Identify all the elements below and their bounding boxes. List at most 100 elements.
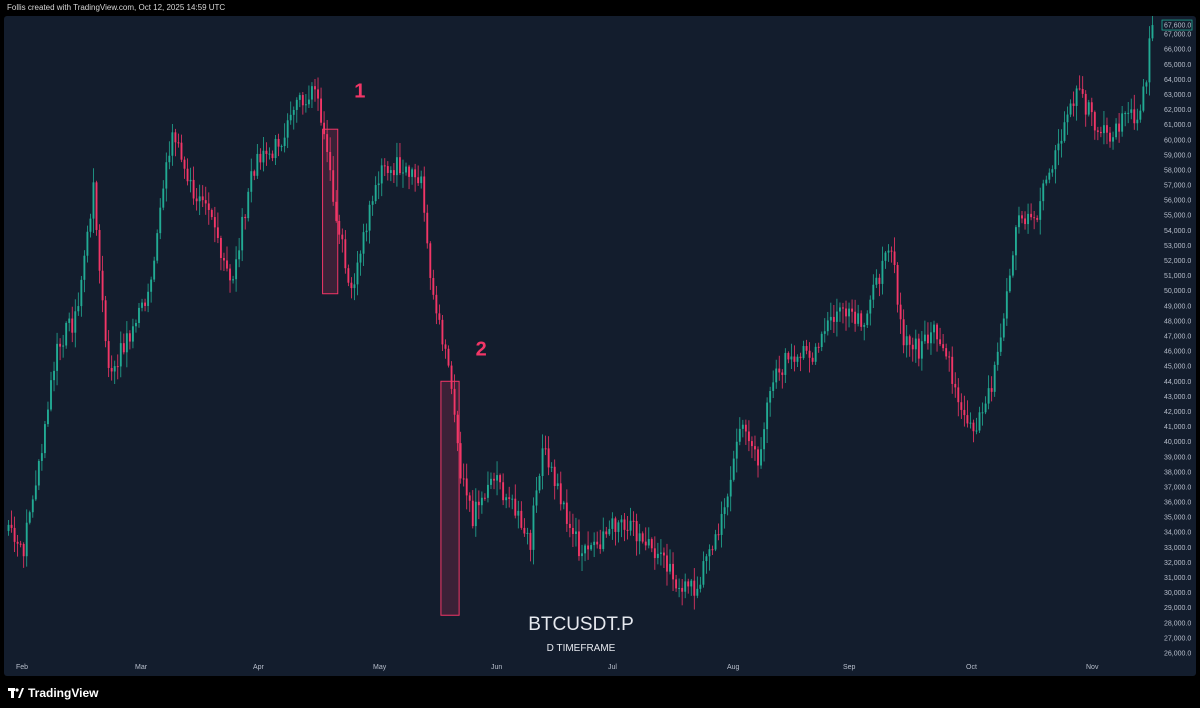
candle <box>1057 129 1060 166</box>
candle-body <box>942 344 945 349</box>
candle-body <box>53 370 55 381</box>
candle <box>423 166 426 222</box>
candle <box>963 395 966 427</box>
price-tick-label: 40,000.0 <box>1164 439 1191 446</box>
candle <box>890 246 893 263</box>
candle <box>271 150 274 162</box>
candle-body <box>89 218 92 232</box>
candle <box>678 578 681 598</box>
candle-body <box>872 284 875 300</box>
candle <box>517 500 520 529</box>
candle-body <box>820 333 823 348</box>
candle-body <box>1115 123 1118 138</box>
candle <box>860 310 863 331</box>
candle-body <box>429 243 432 278</box>
candle-body <box>474 501 477 527</box>
candle <box>229 264 231 293</box>
candle-body <box>656 553 659 559</box>
candle <box>110 355 113 381</box>
candle-body <box>374 185 377 202</box>
chart-panel[interactable]: 26,000.0 27,000.0 28,000.0 29,000.0 30,000.0… <box>4 16 1196 676</box>
candle <box>1090 97 1093 126</box>
candle-body <box>1121 113 1124 132</box>
candle <box>244 214 247 230</box>
candle <box>1033 210 1036 230</box>
candle-body <box>550 466 553 468</box>
candle <box>729 466 732 512</box>
candle <box>656 542 659 565</box>
candle <box>1021 210 1023 224</box>
candle-body <box>499 475 502 483</box>
candle <box>71 306 74 343</box>
price-tick-label: 47,000.0 <box>1164 334 1191 341</box>
candle <box>1051 165 1054 177</box>
candle <box>602 517 605 552</box>
candle <box>77 292 80 316</box>
candle-body <box>720 513 723 535</box>
candle <box>769 386 772 417</box>
candle <box>183 156 186 179</box>
candle <box>207 192 210 225</box>
candle-body <box>34 485 37 500</box>
candle <box>83 250 86 293</box>
candle-body <box>1087 102 1090 115</box>
candle <box>338 214 341 245</box>
price-chart[interactable]: 26,000.0 27,000.0 28,000.0 29,000.0 30,000.0… <box>4 16 1196 676</box>
candles <box>7 16 1154 610</box>
candle-body <box>10 524 13 528</box>
candle-body <box>40 453 43 461</box>
candle-body <box>851 308 854 312</box>
candle-body <box>362 232 365 254</box>
candle-body <box>259 153 262 163</box>
candle <box>34 470 37 502</box>
candle <box>405 162 407 176</box>
candle <box>474 488 477 537</box>
candle-body <box>1045 179 1048 184</box>
candle-body <box>359 253 362 263</box>
candle-body <box>1124 113 1127 115</box>
candle <box>226 246 228 272</box>
candle-body <box>165 162 168 189</box>
candle-body <box>638 533 641 542</box>
candle-body <box>402 172 404 174</box>
candle-body <box>666 555 668 572</box>
annotation-label: 1 <box>354 81 365 103</box>
candle-body <box>62 345 65 347</box>
candle-body <box>581 553 583 557</box>
candle <box>608 520 611 536</box>
candle <box>857 304 860 327</box>
candle <box>441 315 444 351</box>
candle-body <box>490 478 492 485</box>
price-tick-label: 64,000.0 <box>1164 77 1191 84</box>
candle-body <box>295 99 298 110</box>
candle <box>1142 79 1145 113</box>
candle-body <box>1118 123 1121 132</box>
candle-body <box>829 316 832 321</box>
candle <box>920 331 923 371</box>
candle <box>25 509 28 567</box>
candle <box>186 158 189 186</box>
candle-body <box>1033 217 1036 219</box>
candle <box>541 434 544 490</box>
candle-body <box>875 277 878 285</box>
candle <box>1136 108 1139 131</box>
tradingview-logo[interactable]: TradingView <box>8 686 98 700</box>
candle <box>887 244 890 262</box>
candle-body <box>641 533 644 542</box>
candle <box>611 512 614 540</box>
candle-body <box>881 260 884 284</box>
candle-body <box>107 341 110 368</box>
candle <box>829 302 832 330</box>
candle <box>763 422 766 462</box>
candle <box>553 459 556 500</box>
candle <box>107 330 110 378</box>
candle-body <box>159 207 162 234</box>
candle-body <box>926 334 929 344</box>
candle <box>417 165 420 186</box>
candle-body <box>787 352 790 360</box>
candle <box>104 295 107 348</box>
candle-body <box>116 366 119 368</box>
candle <box>16 534 19 557</box>
candle-body <box>796 356 799 362</box>
